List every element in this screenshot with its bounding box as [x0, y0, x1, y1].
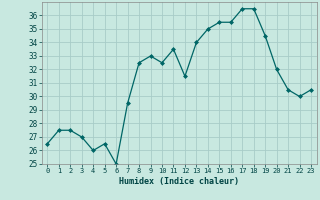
X-axis label: Humidex (Indice chaleur): Humidex (Indice chaleur): [119, 177, 239, 186]
